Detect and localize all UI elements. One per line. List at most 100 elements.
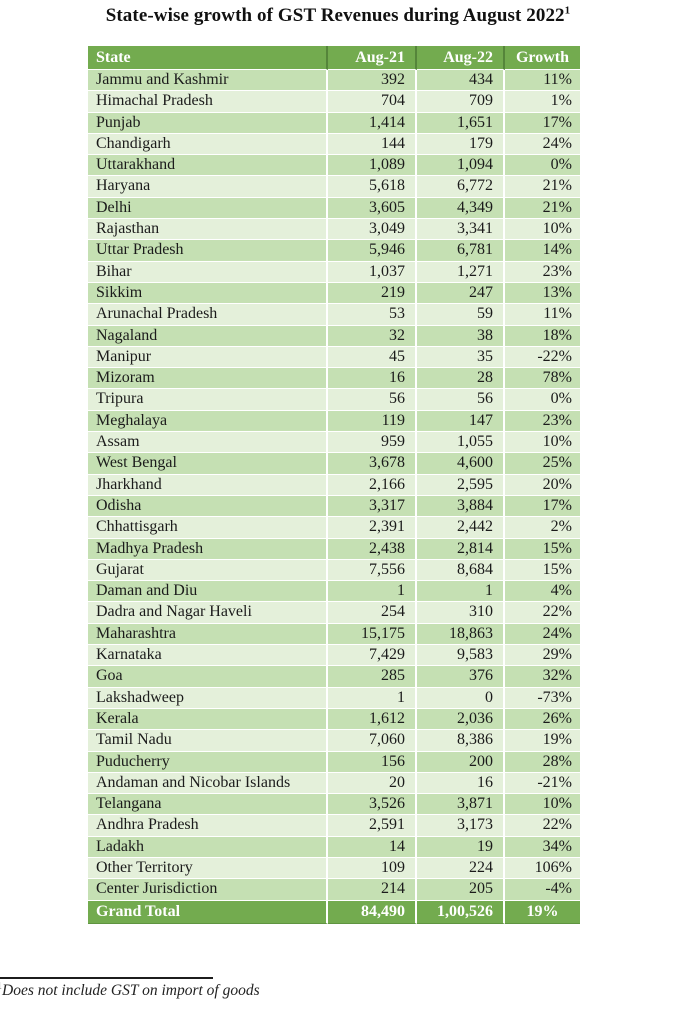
state-cell: Manipur [88,346,328,369]
aug21-value-cell: 2,438 [328,538,417,560]
growth-value-cell: 15% [505,538,580,560]
growth-value-cell: 32% [505,666,580,688]
state-cell: Delhi [88,197,328,220]
state-cell: Meghalaya [88,410,328,433]
footnote-separator [0,977,213,979]
table-row: Goa 285 376 32% [88,666,580,688]
column-header-aug22: Aug-22 [417,46,505,70]
table-row: Kerala 1,612 2,036 26% [88,708,580,731]
state-cell: Dadra and Nagar Haveli [88,602,328,624]
table-row: Uttar Pradesh 5,946 6,781 14% [88,240,580,262]
table-row: Dadra and Nagar Haveli 254 310 22% [88,602,580,624]
aug22-value-cell: 8,684 [417,559,505,582]
table-row: Uttarakhand 1,089 1,094 0% [88,155,580,177]
aug22-value-cell: 19 [417,836,505,858]
table-row: Chandigarh 144 179 24% [88,133,580,156]
aug22-value-cell: 709 [417,91,505,113]
aug22-value-cell: 1,271 [417,261,505,283]
state-cell: Andaman and Nicobar Islands [88,772,328,795]
aug21-value-cell: 1 [328,687,417,709]
table-row: Mizoram 16 28 78% [88,368,580,390]
aug21-value-cell: 2,166 [328,474,417,496]
table-row: Rajasthan 3,049 3,341 10% [88,219,580,241]
growth-value-cell: -21% [505,772,580,795]
aug22-value-cell: 6,772 [417,176,505,198]
aug21-value-cell: 45 [328,346,417,369]
aug22-value-cell: 0 [417,687,505,709]
growth-value-cell: 17% [505,495,580,518]
aug22-value-cell: 38 [417,325,505,347]
state-cell: Gujarat [88,559,328,582]
table-row: Center Jurisdiction 214 205 -4% [88,879,580,901]
aug21-value-cell: 14 [328,836,417,858]
growth-value-cell: 34% [505,836,580,858]
column-header-state: State [88,46,328,70]
table-row: Ladakh 14 19 34% [88,836,580,858]
state-cell: Telangana [88,794,328,816]
table-row: Odisha 3,317 3,884 17% [88,495,580,518]
growth-value-cell: 11% [505,70,580,92]
aug22-value-cell: 1 [417,581,505,603]
state-cell: Uttarakhand [88,155,328,177]
state-cell: Arunachal Pradesh [88,304,328,326]
table-header-row: State Aug-21 Aug-22 Growth [88,46,580,70]
aug21-value-cell: 32 [328,325,417,347]
table-row: Andaman and Nicobar Islands 20 16 -21% [88,772,580,795]
aug21-value-cell: 3,049 [328,219,417,241]
aug21-value-cell: 2,591 [328,815,417,837]
aug21-value-cell: 219 [328,282,417,305]
table-row: Puducherry 156 200 28% [88,751,580,773]
aug22-value-cell: 3,884 [417,495,505,518]
growth-value-cell: 4% [505,581,580,603]
state-cell: Rajasthan [88,219,328,241]
aug21-value-cell: 3,317 [328,495,417,518]
aug21-value-cell: 7,429 [328,645,417,667]
state-cell: Nagaland [88,325,328,347]
growth-value-cell: 29% [505,645,580,667]
state-cell: Tamil Nadu [88,730,328,752]
growth-value-cell: 78% [505,368,580,390]
state-cell: Chandigarh [88,133,328,156]
growth-value-cell: 14% [505,240,580,262]
aug22-value-cell: 8,386 [417,730,505,752]
footnote: 1Does not include GST on import of goods [0,981,260,1000]
table-row: Madhya Pradesh 2,438 2,814 15% [88,538,580,560]
aug22-value-cell: 247 [417,282,505,305]
aug22-value-cell: 18,863 [417,623,505,646]
table-row: Jharkhand 2,166 2,595 20% [88,474,580,496]
growth-value-cell: 20% [505,474,580,496]
growth-value-cell: 26% [505,708,580,731]
grand-total-label: Grand Total [88,900,328,924]
table-row: Delhi 3,605 4,349 21% [88,197,580,220]
table-row: Maharashtra 15,175 18,863 24% [88,623,580,646]
aug22-value-cell: 1,055 [417,432,505,454]
aug21-value-cell: 214 [328,879,417,901]
page-title: State-wise growth of GST Revenues during… [0,5,676,27]
aug21-value-cell: 5,946 [328,240,417,262]
state-cell: Andhra Pradesh [88,815,328,837]
table-row: Daman and Diu 1 1 4% [88,581,580,603]
footnote-text: Does not include GST on import of goods [2,982,260,999]
aug22-value-cell: 147 [417,410,505,433]
aug21-value-cell: 1 [328,581,417,603]
state-cell: Tripura [88,389,328,411]
table-row: Nagaland 32 38 18% [88,325,580,347]
state-cell: Sikkim [88,282,328,305]
growth-value-cell: -73% [505,687,580,709]
aug22-value-cell: 59 [417,304,505,326]
growth-value-cell: 17% [505,112,580,134]
table-row: Himachal Pradesh 704 709 1% [88,91,580,113]
aug21-value-cell: 15,175 [328,623,417,646]
growth-value-cell: 21% [505,197,580,220]
aug21-value-cell: 704 [328,91,417,113]
table-row: Chhattisgarh 2,391 2,442 2% [88,517,580,539]
aug22-value-cell: 179 [417,133,505,156]
state-cell: Other Territory [88,857,328,880]
aug21-value-cell: 156 [328,751,417,773]
growth-value-cell: 28% [505,751,580,773]
state-cell: Madhya Pradesh [88,538,328,560]
growth-value-cell: 11% [505,304,580,326]
aug22-value-cell: 376 [417,666,505,688]
aug21-value-cell: 1,089 [328,155,417,177]
table-row: Gujarat 7,556 8,684 15% [88,559,580,582]
